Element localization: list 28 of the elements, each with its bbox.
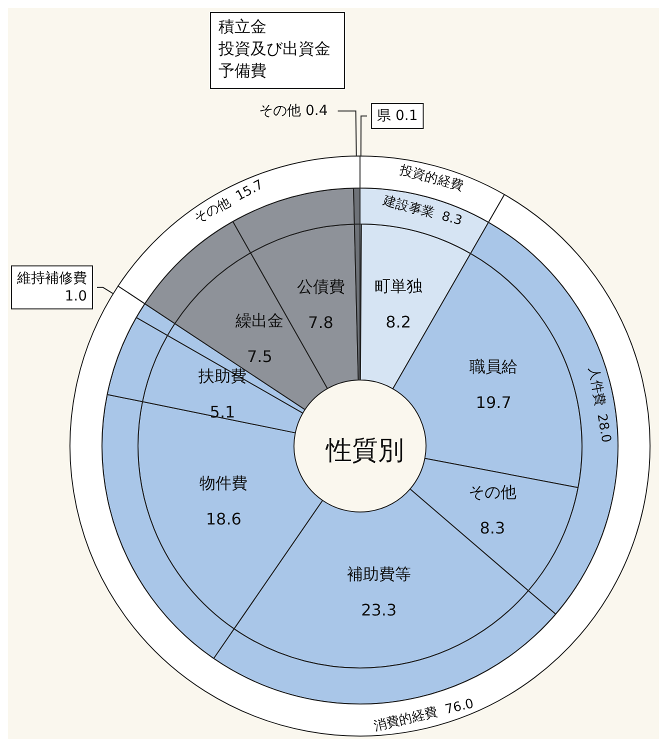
slice-label: 職員給 [470,357,518,376]
slice-label: 人件費 28.0 [586,366,614,444]
slice-label: 県 0.1 [377,108,418,124]
slice-label: 物件費 [200,473,248,492]
slice-label: その他 [468,482,516,502]
text: 積立金 [218,17,266,36]
slice-label: 補助費等 [346,564,411,584]
slice-label: 消費的経費 76.0 [372,696,476,735]
data-label: 8.3 [480,518,506,538]
slice-label: 投資的経費 [397,162,465,194]
text: 予備費 [218,61,266,80]
category-label: その他 0.4 [259,103,328,120]
data-label: 23.3 [361,600,397,620]
data-label: 8.2 [386,312,412,332]
slice-label: 繰出金 [234,311,284,330]
data-label: 18.6 [206,509,242,528]
slice-label: 公債費 [296,276,345,296]
slice-label: その他 15.7 [192,177,266,227]
data-label: 19.7 [476,393,512,412]
data-label: 7.8 [308,312,334,332]
data-label: 7.5 [246,347,272,366]
slice-label: 維持補修費 [16,270,87,286]
text: 投資及び出資金 [218,39,330,58]
slice-label: 町単独 [374,276,422,296]
slice-label: 建設事業 8.3 [380,193,464,229]
text: 性質別 [325,436,404,466]
data-label: 5.1 [210,402,236,422]
data-label: 1.0 [64,288,87,304]
